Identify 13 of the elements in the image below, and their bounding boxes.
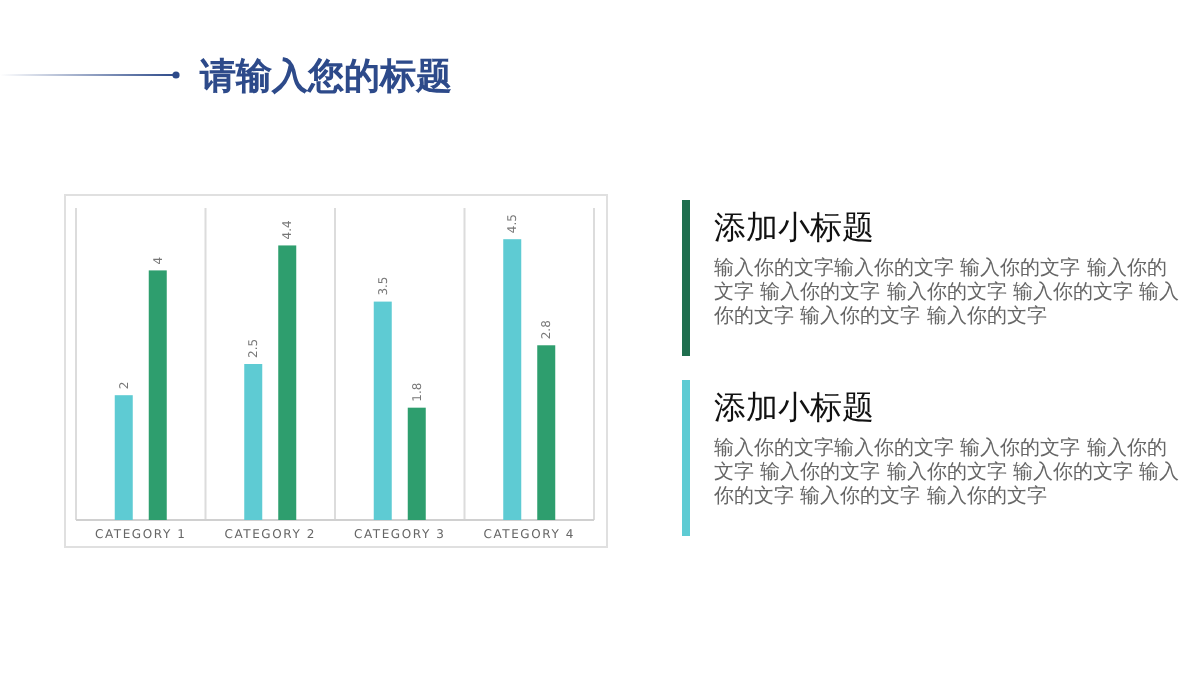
bar <box>244 364 263 520</box>
text: 添加小标题 <box>714 208 874 250</box>
bar <box>278 245 297 520</box>
bar <box>373 301 392 520</box>
bar <box>148 270 167 520</box>
bar <box>114 395 133 520</box>
bar <box>503 239 522 520</box>
text: 添加小标题 <box>714 388 874 430</box>
text: 输入你的文字输入你的文字 输入你的文字 输入你的文字 输入你的文字 输入你的文字 输入你的文字 输入你的文字 输入你的文字 输入你的文字 <box>714 258 1182 330</box>
bar <box>407 407 426 520</box>
bar <box>537 345 556 520</box>
text: 输入你的文字输入你的文字 输入你的文字 输入你的文字 输入你的文字 输入你的文字 输入你的文字 输入你的文字 输入你的文字 输入你的文字 <box>714 438 1182 510</box>
chart-title: 请输入您的标题 <box>200 54 452 100</box>
